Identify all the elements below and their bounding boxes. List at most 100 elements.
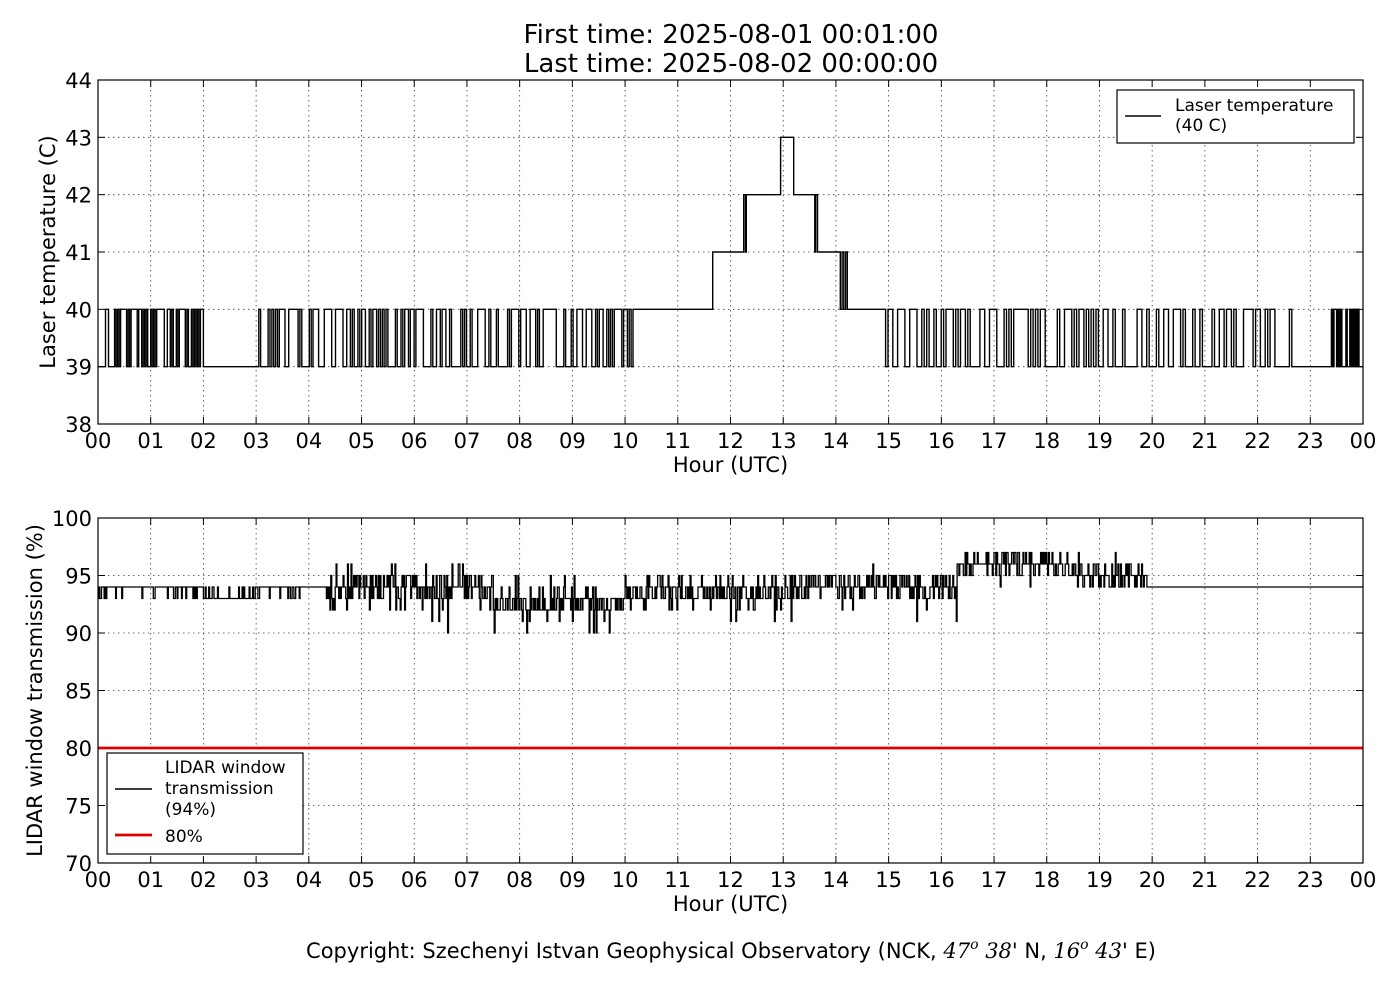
spacer [1089,939,1096,963]
latitude-degrees: 47 [942,939,970,963]
x-tick-label: 01 [137,429,164,453]
laser-temperature-chart: 00 01 02 03 04 05 06 07 08 09 10 11 12 13 14 15 16 17 18 19… [36,69,1376,477]
x-tick-label: 13 [770,868,797,892]
x-tick-label: 02 [190,868,217,892]
x-tick-label: 10 [612,429,639,453]
x-tick-label: 17 [981,429,1008,453]
laser-temperature-line [98,136,1363,368]
x-tick-label: 22 [1244,868,1271,892]
x-tick-label: 15 [875,868,902,892]
plot-frame [97,517,1364,864]
legend-label-lidar-2: transmission [165,779,274,799]
x-tick-label: 07 [454,429,481,453]
y-axis-label: LIDAR window transmission (%) [23,524,47,857]
x-tick-label: 08 [506,868,533,892]
y-tick-label: 95 [65,565,92,589]
x-tick-label: 06 [401,868,428,892]
y-tick-label: 43 [65,126,92,150]
x-tick-label: 22 [1244,429,1271,453]
y-tick-label: 90 [65,622,92,646]
latitude-degree-mark: o [970,937,978,953]
x-tick-label: 09 [559,429,586,453]
legend-label-lidar-3: (94%) [165,800,216,820]
x-tick-label: 09 [559,868,586,892]
x-tick-label: 19 [1086,868,1113,892]
x-tick-label: 15 [875,429,902,453]
y-tick-label: 80 [65,737,92,761]
y-tick-label: 42 [65,184,92,208]
x-tick-label: 12 [717,868,744,892]
lidar-transmission-chart: 00 01 02 03 04 05 06 07 08 09 10 11 12 13 14 15 16 17 18 19… [23,507,1376,916]
x-tick-label: 23 [1297,429,1324,453]
y-tick-label: 100 [52,507,92,531]
x-tick-label: 16 [928,868,955,892]
x-tick-label: 04 [295,429,322,453]
x-tick-label: 00 [1350,429,1377,453]
y-tick-label: 41 [65,241,92,265]
x-tick-label: 20 [1139,868,1166,892]
axis-ticks: 00 01 02 03 04 05 06 07 08 09 10 11 12 13 14 15 16 17 18 19… [65,69,1376,453]
x-tick-label: 00 [85,868,112,892]
axis-ticks: 00 01 02 03 04 05 06 07 08 09 10 11 12 13 14 15 16 17 18 19… [52,507,1376,892]
legend-label-threshold: 80% [165,827,203,847]
x-axis-label: Hour (UTC) [673,453,788,477]
legend-label-lidar-1: LIDAR window [165,758,286,778]
x-tick-label: 14 [823,429,850,453]
legend-box [106,752,304,855]
x-tick-label: 17 [981,868,1008,892]
lidar-transmission-line [98,551,1363,634]
y-tick-label: 40 [65,298,92,322]
y-tick-label: 75 [65,795,92,819]
legend-label-laser-1: Laser temperature [1175,96,1333,116]
x-tick-label: 06 [401,429,428,453]
x-tick-label: 05 [348,429,375,453]
y-tick-label: 70 [65,852,92,876]
title-line-2: Last time: 2025-08-02 00:00:00 [524,49,938,79]
longitude-degrees: 16 [1053,939,1080,963]
latitude-hemisphere: ' N, [1012,939,1054,963]
x-tick-label: 23 [1297,868,1324,892]
x-tick-label: 08 [506,429,533,453]
x-tick-label: 14 [823,868,850,892]
x-tick-label: 02 [190,429,217,453]
longitude-hemisphere: ' E) [1122,939,1156,963]
x-tick-label: 18 [1033,868,1060,892]
y-tick-label: 44 [65,69,92,93]
longitude-degree-mark: o [1080,937,1088,953]
x-tick-label: 10 [612,868,639,892]
legend-label-laser-2: (40 C) [1175,116,1227,136]
x-tick-label: 21 [1192,429,1219,453]
x-tick-label: 12 [717,429,744,453]
x-tick-label: 04 [295,868,322,892]
y-tick-label: 38 [65,413,92,437]
x-tick-label: 11 [664,429,691,453]
x-tick-label: 03 [243,868,270,892]
x-tick-label: 05 [348,868,375,892]
y-axis-label: Laser temperature (C) [36,135,60,368]
x-tick-label: 00 [85,429,112,453]
x-axis-label: Hour (UTC) [673,892,788,916]
title-line-1: First time: 2025-08-01 00:01:00 [524,20,939,50]
x-tick-label: 00 [1350,868,1377,892]
longitude-minutes: 43 [1094,939,1122,963]
x-tick-label: 19 [1086,429,1113,453]
x-tick-label: 13 [770,429,797,453]
copyright-text: Copyright: Szechenyi Istvan Geophysical … [306,937,1156,963]
latitude-minutes: 38 [985,939,1012,963]
x-tick-label: 01 [137,868,164,892]
x-tick-label: 20 [1139,429,1166,453]
legend: Laser temperature (40 C) [1116,89,1355,144]
legend: LIDAR window transmission (94%) 80% [106,752,304,855]
copyright-prefix: Copyright: Szechenyi Istvan Geophysical … [306,939,943,963]
y-tick-label: 85 [65,680,92,704]
x-tick-label: 11 [664,868,691,892]
x-tick-label: 07 [454,868,481,892]
x-tick-label: 16 [928,429,955,453]
spacer [979,939,986,963]
x-tick-label: 21 [1192,868,1219,892]
plot-frame [97,79,1364,425]
y-tick-label: 39 [65,356,92,380]
x-tick-label: 03 [243,429,270,453]
x-tick-label: 18 [1033,429,1060,453]
